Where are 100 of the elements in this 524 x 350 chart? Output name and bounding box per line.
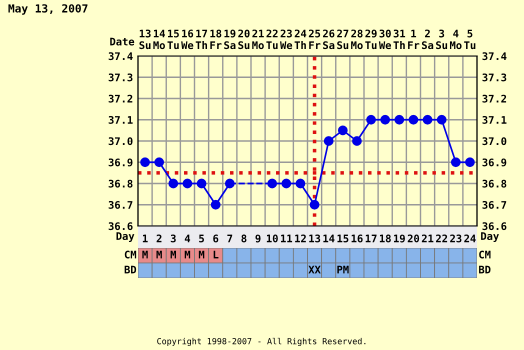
text: Day bbox=[481, 232, 499, 242]
x2-tick-label: 14 bbox=[323, 234, 334, 242]
x2-tick-label: 23 bbox=[450, 234, 462, 242]
y2-tick-label: 37.3 bbox=[482, 73, 506, 82]
point bbox=[366, 114, 376, 125]
point bbox=[310, 200, 320, 210]
x2-tick-label: 8 bbox=[241, 234, 246, 242]
x-axis-title: Date bbox=[110, 38, 134, 46]
point bbox=[394, 114, 404, 125]
point bbox=[450, 157, 461, 168]
text: XX bbox=[308, 266, 321, 274]
y2-tick-label: 37.0 bbox=[482, 137, 506, 146]
y2-tick-label: 37.2 bbox=[482, 94, 506, 103]
x-tick-label: 17 Th bbox=[196, 30, 208, 49]
x-tick-label: 16 We bbox=[181, 30, 194, 50]
x-tick-label: 1 Fr bbox=[408, 30, 420, 49]
text: M bbox=[184, 250, 190, 258]
x-tick-label: 4 Mo bbox=[450, 30, 462, 50]
x-tick-label: 13 Su bbox=[139, 30, 151, 50]
point bbox=[352, 136, 362, 146]
x2-tick-label: 17 bbox=[366, 234, 377, 242]
x2-tick-label: 19 bbox=[394, 234, 405, 242]
x2-tick-label: 1 bbox=[142, 234, 148, 242]
y2-tick-label: 36.9 bbox=[482, 158, 506, 166]
point bbox=[224, 178, 235, 188]
text: May 13, 2007 bbox=[8, 4, 88, 15]
category-label: BD bbox=[479, 266, 490, 274]
text: L bbox=[214, 250, 218, 258]
point bbox=[168, 178, 178, 188]
x2-tick-label: 11 bbox=[281, 234, 292, 242]
y-tick-label: 36.9 bbox=[108, 158, 132, 166]
x2-tick-label: 16 bbox=[352, 234, 363, 242]
y2-tick-label: 37.1 bbox=[482, 116, 506, 124]
y2-tick-label: 36.8 bbox=[482, 180, 506, 188]
point bbox=[380, 114, 390, 125]
point bbox=[422, 114, 432, 125]
x2-tick-label: 20 bbox=[408, 234, 420, 242]
point bbox=[338, 126, 348, 136]
x2-tick-label: 18 bbox=[380, 234, 391, 242]
x2-tick-label: 10 bbox=[266, 234, 278, 242]
x-tick-label: 18 Fr bbox=[210, 30, 222, 49]
y-tick-label: 37.1 bbox=[108, 116, 133, 124]
x-tick-label: 29 Tu bbox=[365, 30, 377, 50]
x-tick-label: 2 Sa bbox=[422, 30, 434, 50]
x-tick-label: 25 Fr bbox=[308, 30, 320, 49]
x2-tick-label: 13 bbox=[309, 234, 320, 242]
x2-tick-label: 4 bbox=[184, 234, 190, 242]
x-tick-label: 3 Su bbox=[436, 30, 448, 50]
x2-tick-label: 7 bbox=[227, 234, 232, 242]
x2-tick-label: 22 bbox=[436, 234, 448, 242]
category-label: CM bbox=[124, 250, 136, 259]
x2-axis-title: Day bbox=[116, 232, 134, 242]
text: M bbox=[198, 250, 204, 258]
x-tick-label: 20 Su bbox=[238, 30, 250, 50]
y-tick-label: 37.0 bbox=[108, 137, 133, 146]
x-tick-label: 24 Th bbox=[294, 30, 306, 49]
x2-tick-label: 5 bbox=[199, 234, 204, 242]
y2-tick-label: 36.6 bbox=[482, 222, 506, 230]
text: M bbox=[170, 250, 176, 258]
point bbox=[296, 178, 306, 188]
y-tick-label: 36.6 bbox=[108, 222, 133, 230]
point bbox=[196, 178, 206, 188]
point bbox=[267, 178, 278, 188]
y-tick-label: 37.4 bbox=[108, 52, 133, 60]
y-tick-label: 37.2 bbox=[108, 94, 132, 103]
x2-tick-label: 15 bbox=[338, 234, 348, 242]
x2-tick-label: 21 bbox=[422, 234, 434, 242]
x2-tick-label: 12 bbox=[295, 234, 306, 242]
y2-tick-label: 36.7 bbox=[482, 200, 506, 209]
y-tick-label: 36.8 bbox=[108, 180, 132, 188]
point bbox=[408, 114, 418, 125]
x-tick-label: 26 Sa bbox=[323, 30, 334, 50]
text: Copyright 1998-2007 - All Rights Reserved. bbox=[157, 338, 366, 346]
x2-tick-label: 3 bbox=[170, 234, 176, 242]
point bbox=[436, 114, 447, 125]
x2-tick-label: 9 bbox=[255, 234, 261, 242]
x-tick-label: 31 Th bbox=[394, 30, 406, 49]
text: M bbox=[156, 250, 162, 258]
point bbox=[210, 200, 221, 210]
x2-tick-label: 6 bbox=[213, 234, 218, 242]
category-label: CM bbox=[479, 250, 491, 259]
y2-tick-label: 37.4 bbox=[482, 52, 506, 60]
point bbox=[281, 178, 292, 188]
text: PM bbox=[337, 266, 349, 274]
x-tick-label: 23 We bbox=[280, 30, 292, 50]
point bbox=[154, 157, 164, 168]
x-tick-label: 22 Tu bbox=[266, 30, 278, 50]
x-tick-label: 30 We bbox=[378, 30, 392, 50]
point bbox=[140, 157, 150, 168]
y-tick-label: 36.7 bbox=[108, 200, 132, 209]
category-label: BD bbox=[124, 266, 136, 274]
x-tick-label: 5 Tu bbox=[464, 30, 476, 50]
x-tick-label: 27 Su bbox=[337, 30, 348, 50]
x-tick-label: 19 Sa bbox=[224, 30, 236, 50]
point bbox=[182, 178, 192, 188]
point bbox=[465, 157, 475, 168]
x-tick-label: 28 Mo bbox=[351, 30, 363, 50]
x-tick-label: 15 Tu bbox=[168, 30, 179, 50]
point bbox=[324, 136, 334, 146]
x-tick-label: 14 Mo bbox=[153, 30, 165, 50]
